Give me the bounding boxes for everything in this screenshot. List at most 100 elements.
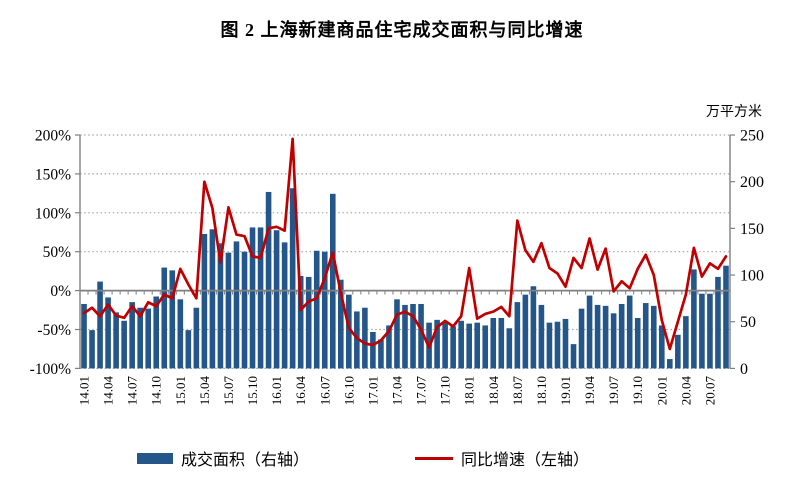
bar <box>530 286 537 369</box>
bar <box>153 296 160 369</box>
bar <box>313 250 320 369</box>
bar <box>305 276 312 369</box>
left-axis-label: 100% <box>35 205 71 222</box>
x-axis-label: 19.10 <box>630 376 645 405</box>
x-axis-label: 14.07 <box>125 376 140 406</box>
x-axis-label: 18.01 <box>462 376 477 405</box>
bar <box>161 267 168 369</box>
bar <box>297 275 304 369</box>
bar <box>683 316 689 369</box>
bar <box>137 307 143 369</box>
yoy-line <box>82 137 728 351</box>
bar <box>578 308 585 369</box>
bar <box>257 227 264 369</box>
x-axis-label: 19.07 <box>606 376 621 406</box>
bar <box>410 303 416 369</box>
chart-svg: 200% 150% 100% 50% 0% -50% -100% 250 200 150 100 50… <box>30 128 764 406</box>
right-axis-label: 100 <box>740 268 764 285</box>
x-axis-label: 17.07 <box>414 376 429 406</box>
left-axis-label: 200% <box>35 128 71 145</box>
bar <box>506 328 513 369</box>
bar <box>458 320 464 369</box>
bar <box>145 308 152 369</box>
right-axis-label: 250 <box>740 128 764 145</box>
bar <box>594 304 601 369</box>
bar <box>634 317 641 369</box>
bar <box>450 326 456 369</box>
bar <box>281 242 288 369</box>
bar <box>362 307 368 369</box>
x-axis-label: 20.07 <box>702 376 717 406</box>
bar <box>209 229 216 369</box>
left-axis-label: -100% <box>30 361 71 378</box>
bar <box>618 303 625 369</box>
bar <box>442 322 448 369</box>
bar <box>522 294 529 369</box>
right-axis-unit-label: 万平方米 <box>706 105 762 120</box>
bar <box>338 279 344 369</box>
x-axis-label: 19.04 <box>582 376 597 406</box>
bar <box>289 188 296 369</box>
bar <box>273 230 280 369</box>
x-axis-label: 18.07 <box>510 376 525 406</box>
legend-bar-swatch <box>137 452 173 464</box>
bar <box>321 251 328 369</box>
chart-title: 图 2 上海新建商品住宅成交面积与同比增速 <box>220 20 584 40</box>
bar <box>626 295 633 369</box>
bar <box>402 304 408 369</box>
x-axis-label: 16.10 <box>341 376 356 405</box>
bar <box>466 323 472 369</box>
bar <box>514 302 521 369</box>
bar <box>474 322 481 369</box>
bar <box>538 304 545 369</box>
bar <box>113 312 119 369</box>
bar <box>602 305 609 369</box>
right-axis-label: 0 <box>740 361 748 378</box>
bar <box>201 233 208 369</box>
bar <box>658 325 665 369</box>
x-axis-label: 20.01 <box>654 376 669 405</box>
bar <box>699 293 705 369</box>
bar <box>667 359 673 369</box>
x-axis-label: 15.04 <box>197 376 212 406</box>
bar <box>105 297 111 369</box>
bar <box>418 303 424 369</box>
left-axis-label: 150% <box>35 166 71 183</box>
bar <box>370 331 376 369</box>
bar <box>650 305 657 369</box>
bar <box>386 325 392 369</box>
x-axis-label: 18.04 <box>486 376 501 406</box>
bar <box>675 334 681 369</box>
bar <box>434 319 440 369</box>
left-axis-label: -50% <box>37 322 71 339</box>
x-axis-label: 16.01 <box>269 376 284 405</box>
bar <box>546 322 553 369</box>
bar <box>354 311 360 369</box>
x-axis-label: 16.07 <box>317 376 332 406</box>
bar <box>89 330 95 369</box>
bar <box>241 251 248 369</box>
x-axis-label: 17.04 <box>389 376 404 406</box>
bar <box>707 293 713 369</box>
right-axis-label: 50 <box>740 314 756 331</box>
bar <box>97 281 103 369</box>
bar <box>554 321 561 369</box>
bar <box>490 317 497 369</box>
bar <box>185 330 192 369</box>
x-axis-label: 14.10 <box>149 376 164 405</box>
bar <box>570 344 577 369</box>
left-axis-label: 0% <box>50 283 71 300</box>
x-axis-label: 15.01 <box>173 376 188 405</box>
bar <box>217 243 224 369</box>
bar <box>225 252 232 369</box>
x-axis-label: 15.07 <box>221 376 236 406</box>
bar <box>129 302 135 369</box>
legend-line-swatch <box>415 456 453 460</box>
legend-item-yoy: 同比增速（左轴） <box>415 449 590 469</box>
legend-line-label: 同比增速（左轴） <box>461 452 590 469</box>
bar <box>81 303 87 369</box>
bar <box>498 317 505 369</box>
right-axis-label: 200 <box>740 174 764 191</box>
bar <box>121 320 127 369</box>
